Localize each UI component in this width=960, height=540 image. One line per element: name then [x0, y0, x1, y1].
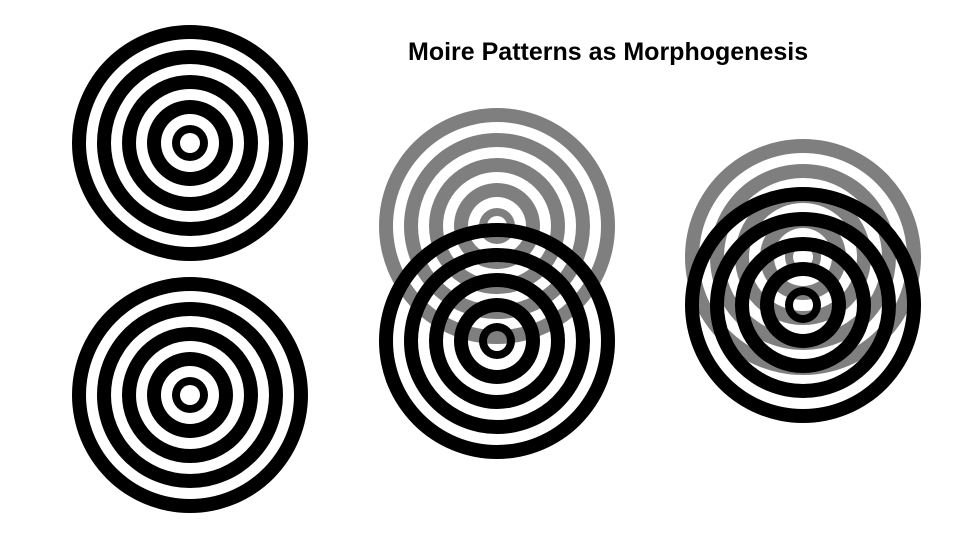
target-right-upper: [685, 139, 921, 375]
separate-targets-group: [72, 25, 308, 513]
slide-title: Moire Patterns as Morphogenesis: [408, 38, 809, 66]
target-bottom-left: [72, 277, 308, 513]
overlap-large-offset-group: [379, 108, 615, 459]
target-middle-upper: [379, 108, 615, 344]
overlap-small-offset-group: [685, 139, 921, 423]
target-top-left: [72, 25, 308, 261]
